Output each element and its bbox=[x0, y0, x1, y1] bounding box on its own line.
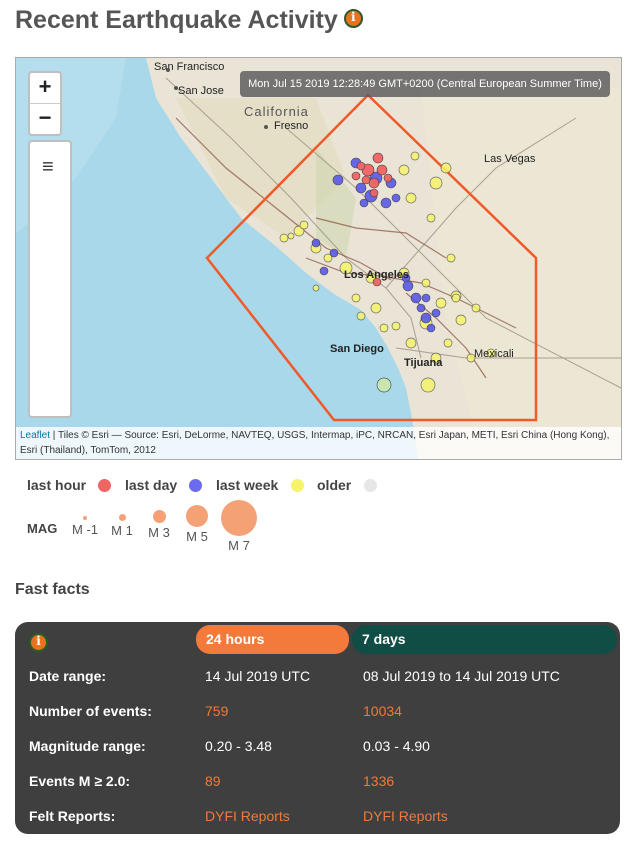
magnitude-range-7d: 0.03 - 4.90 bbox=[363, 738, 430, 754]
fast-facts-panel: 24 hours 7 days Date range: 14 Jul 2019 … bbox=[15, 622, 620, 834]
mag-label: M 7 bbox=[228, 538, 250, 553]
page-title-text: Recent Earthquake Activity bbox=[15, 6, 338, 34]
mag-label: M 1 bbox=[111, 523, 133, 538]
mag-item-m5: M 5 bbox=[179, 505, 215, 544]
legend-dot-last-hour bbox=[98, 479, 111, 492]
zoom-out-button[interactable]: − bbox=[30, 103, 60, 134]
mag-label: M 5 bbox=[186, 529, 208, 544]
map-label-mexicali: Mexicali bbox=[474, 348, 514, 360]
legend-label-last-hour: last hour bbox=[27, 477, 87, 493]
map-label-san-francisco: San Francisco bbox=[154, 61, 224, 73]
legend-label-last-week: last week bbox=[216, 477, 279, 493]
events-m2-7d[interactable]: 1336 bbox=[363, 773, 395, 789]
row-label-date-range: Date range: bbox=[29, 668, 107, 684]
felt-reports-7d-link[interactable]: DYFI Reports bbox=[363, 808, 448, 824]
map-canvas[interactable]: San Francisco San Jose California Fresno… bbox=[16, 58, 621, 459]
map-timestamp: Mon Jul 15 2019 12:28:49 GMT+0200 (Centr… bbox=[240, 71, 610, 97]
tab-7-days[interactable]: 7 days bbox=[352, 625, 617, 654]
map-label-san-diego: San Diego bbox=[330, 343, 384, 355]
map-label-fresno: Fresno bbox=[274, 120, 308, 132]
row-label-events-m2: Events M ≥ 2.0: bbox=[29, 773, 131, 789]
magnitude-legend-title: MAG bbox=[27, 521, 58, 536]
mag-circle bbox=[221, 500, 257, 536]
mag-circle bbox=[152, 510, 166, 523]
layers-control[interactable]: ≡ bbox=[28, 140, 72, 418]
leaflet-link[interactable]: Leaflet bbox=[20, 430, 51, 441]
map-label-tijuana: Tijuana bbox=[404, 357, 443, 369]
legend-dot-last-day bbox=[189, 479, 202, 492]
fast-facts-heading: Fast facts bbox=[15, 581, 90, 598]
page-title: Recent Earthquake Activity bbox=[15, 6, 363, 35]
attribution-text: | Tiles © Esri — Source: Esri, DeLorme, … bbox=[20, 430, 610, 456]
mag-circle bbox=[83, 516, 87, 520]
info-icon[interactable] bbox=[343, 8, 363, 28]
mag-item-m1: M 1 bbox=[106, 513, 138, 538]
mag-circle bbox=[186, 505, 208, 527]
row-label-magnitude-range: Magnitude range: bbox=[29, 738, 146, 754]
mag-label: M -1 bbox=[72, 522, 98, 537]
earthquake-map[interactable]: San Francisco San Jose California Fresno… bbox=[15, 57, 622, 460]
legend-label-last-day: last day bbox=[125, 477, 178, 493]
map-label-california: California bbox=[244, 104, 309, 119]
zoom-in-button[interactable]: + bbox=[38, 74, 52, 99]
legend-dot-older bbox=[364, 479, 377, 492]
mag-label: M 3 bbox=[148, 525, 170, 540]
events-7d[interactable]: 10034 bbox=[363, 703, 402, 719]
map-label-los-angeles: Los Angeles bbox=[344, 269, 409, 281]
legend-label-older: older bbox=[317, 477, 352, 493]
map-attribution: Leaflet | Tiles © Esri — Source: Esri, D… bbox=[16, 427, 621, 459]
map-label-las-vegas: Las Vegas bbox=[484, 153, 536, 165]
mag-circle bbox=[118, 514, 126, 521]
facts-info-icon[interactable] bbox=[29, 633, 48, 652]
date-range-7d: 08 Jul 2019 to 14 Jul 2019 UTC bbox=[363, 668, 560, 684]
layers-icon: ≡ bbox=[42, 156, 54, 178]
mag-item-m-neg1: M -1 bbox=[69, 513, 101, 537]
events-m2-24h[interactable]: 89 bbox=[205, 773, 221, 789]
events-24h[interactable]: 759 bbox=[205, 703, 229, 719]
map-label-san-jose: San Jose bbox=[178, 85, 224, 97]
tab-24-hours[interactable]: 24 hours bbox=[196, 625, 349, 654]
date-range-24h: 14 Jul 2019 UTC bbox=[205, 668, 311, 684]
felt-reports-24h-link[interactable]: DYFI Reports bbox=[205, 808, 290, 824]
legend-dot-last-week bbox=[291, 479, 304, 492]
zoom-control: + − bbox=[28, 71, 62, 136]
magnitude-range-24h: 0.20 - 3.48 bbox=[205, 738, 272, 754]
mag-item-m7: M 7 bbox=[219, 500, 259, 553]
row-label-felt-reports: Felt Reports: bbox=[29, 808, 116, 824]
mag-item-m3: M 3 bbox=[141, 510, 177, 540]
row-label-number-of-events: Number of events: bbox=[29, 703, 152, 719]
